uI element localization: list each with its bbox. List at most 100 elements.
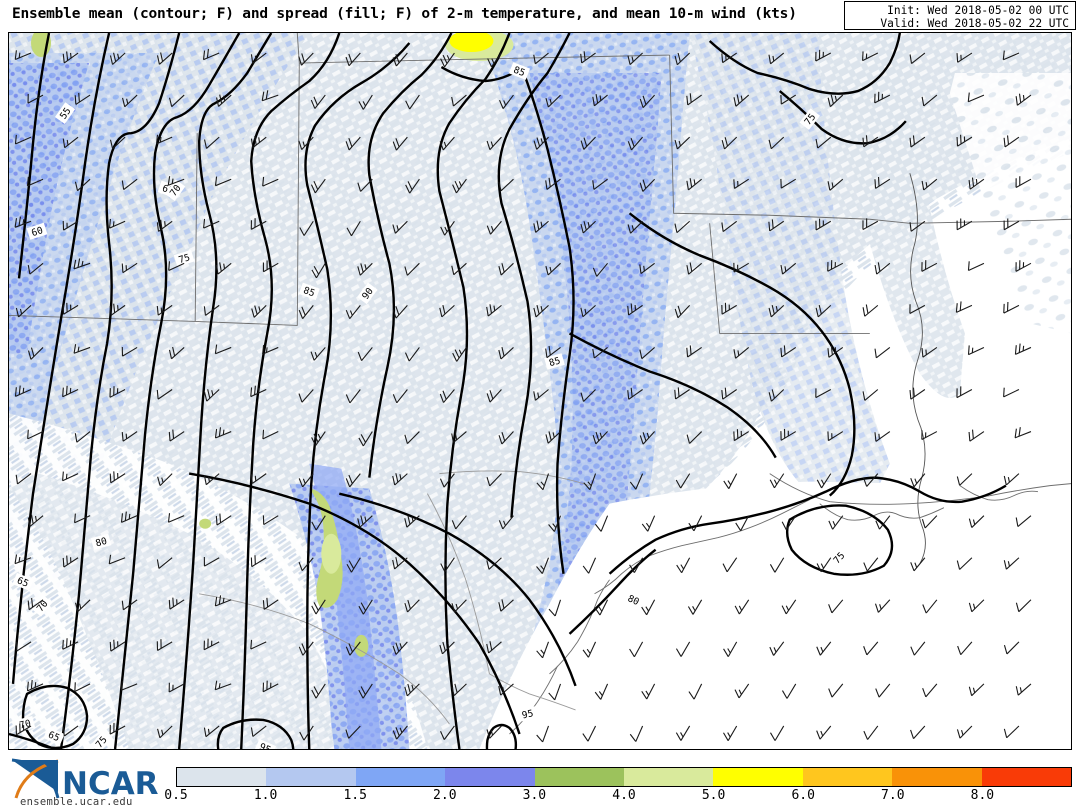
wind-barb: [592, 347, 608, 359]
wind-barb: [74, 599, 91, 612]
contour-label: 85: [548, 355, 562, 369]
wind-barb: [874, 347, 891, 359]
wind-barb: [768, 219, 785, 232]
wind-barb: [250, 135, 267, 149]
wind-barb: [686, 431, 703, 444]
wind-barb: [73, 344, 91, 354]
wind-barb: [827, 94, 844, 108]
wind-barb: [781, 599, 797, 615]
wind-barb: [536, 725, 550, 743]
colorbar-segment-2: [355, 768, 446, 786]
wind-barb: [1014, 343, 1032, 355]
map-panel[interactable]: 5560657075859085857580657070657575959095…: [8, 32, 1072, 750]
wind-barb: [641, 599, 656, 616]
wind-barb: [451, 599, 467, 613]
wind-barb: [27, 93, 44, 104]
wind-barb: [74, 513, 91, 524]
colorbar-segments[interactable]: [176, 767, 1072, 787]
wind-barb: [723, 725, 738, 741]
wind-barb: [582, 641, 597, 658]
wind-barb: [262, 680, 279, 693]
wind-barb: [875, 515, 891, 530]
wind-barb: [686, 345, 702, 358]
wind-barb: [487, 52, 502, 68]
wind-barb: [261, 90, 279, 102]
contour-label: 85: [512, 65, 527, 79]
wind-barb: [545, 177, 561, 190]
wind-barb: [956, 52, 973, 63]
wind-barb: [108, 554, 126, 565]
wind-barb: [768, 136, 785, 150]
wind-barb: [781, 683, 797, 699]
wind-barb: [721, 220, 738, 233]
contour-label: 80: [626, 593, 641, 608]
wind-barb: [440, 557, 455, 573]
wind-barb: [921, 94, 938, 107]
wind-barb: [1003, 387, 1020, 398]
wind-barb: [686, 178, 702, 191]
wind-barb: [828, 599, 844, 614]
wind-barb: [968, 683, 985, 697]
wind-barb: [921, 178, 938, 191]
wind-barb: [769, 557, 785, 573]
wind-barb: [345, 473, 361, 488]
wind-barb: [582, 725, 597, 742]
wind-barb: [486, 220, 502, 235]
weather-map-canvas[interactable]: 5560657075859085857580657070657575959095…: [9, 33, 1071, 749]
wind-barb: [536, 641, 550, 659]
wind-barb: [298, 136, 314, 150]
wind-barb: [27, 514, 44, 527]
colorbar-segment-6: [713, 768, 803, 786]
wind-barb: [815, 218, 832, 231]
wind-barb: [357, 178, 373, 192]
spread-fill-layer: [9, 33, 1071, 749]
wind-barb: [121, 178, 138, 191]
ncar-logo-svg: NCAR: [11, 758, 159, 802]
header-bar: Ensemble mean (contour; F) and spread (f…: [0, 0, 1080, 31]
wind-barb: [451, 515, 467, 530]
wind-barb: [781, 515, 797, 531]
wind-barb: [62, 302, 79, 315]
wind-barb: [62, 136, 79, 149]
wind-barb: [592, 431, 608, 445]
contour-label: 95: [257, 741, 272, 749]
wind-barb: [874, 91, 891, 104]
wind-barb: [109, 52, 126, 65]
ncar-logo[interactable]: NCAR ensemble.ucar.edu: [6, 754, 166, 808]
wind-barb: [121, 262, 138, 274]
wind-barb: [675, 725, 691, 741]
wind-barb: [298, 473, 314, 488]
colorbar-tick-3.0: 3.0: [522, 788, 547, 803]
wind-barb: [909, 220, 926, 232]
wind-barb: [536, 557, 550, 574]
wind-barb: [74, 682, 91, 692]
wind-barb: [156, 639, 173, 651]
wind-barb: [121, 431, 138, 442]
wind-barb: [533, 389, 549, 401]
wind-barb: [156, 219, 173, 232]
wind-barb: [675, 641, 691, 657]
colorbar-segment-7: [802, 768, 893, 786]
wind-barb: [922, 599, 938, 614]
wind-barb: [27, 262, 44, 275]
wind-barb: [62, 51, 79, 64]
contour-label-group: 95: [254, 738, 276, 749]
wind-barb: [486, 473, 502, 487]
wind-barb: [498, 178, 514, 192]
wind-barb: [156, 304, 173, 316]
wind-barb: [921, 260, 938, 272]
colorbar-segment-4: [534, 768, 625, 786]
wind-barb: [156, 557, 173, 569]
wind-barb: [676, 557, 691, 574]
wind-barb: [250, 555, 267, 568]
wind-barb: [1015, 599, 1032, 613]
wind-barb: [734, 599, 750, 615]
wind-barb: [1003, 301, 1020, 314]
contour-label: 95: [521, 708, 534, 721]
wind-barb: [299, 220, 314, 236]
colorbar[interactable]: [176, 767, 1072, 787]
wind-barb: [310, 347, 326, 361]
wind-barb: [345, 389, 361, 404]
wind-barb: [629, 557, 644, 573]
wind-barb: [1003, 218, 1020, 231]
